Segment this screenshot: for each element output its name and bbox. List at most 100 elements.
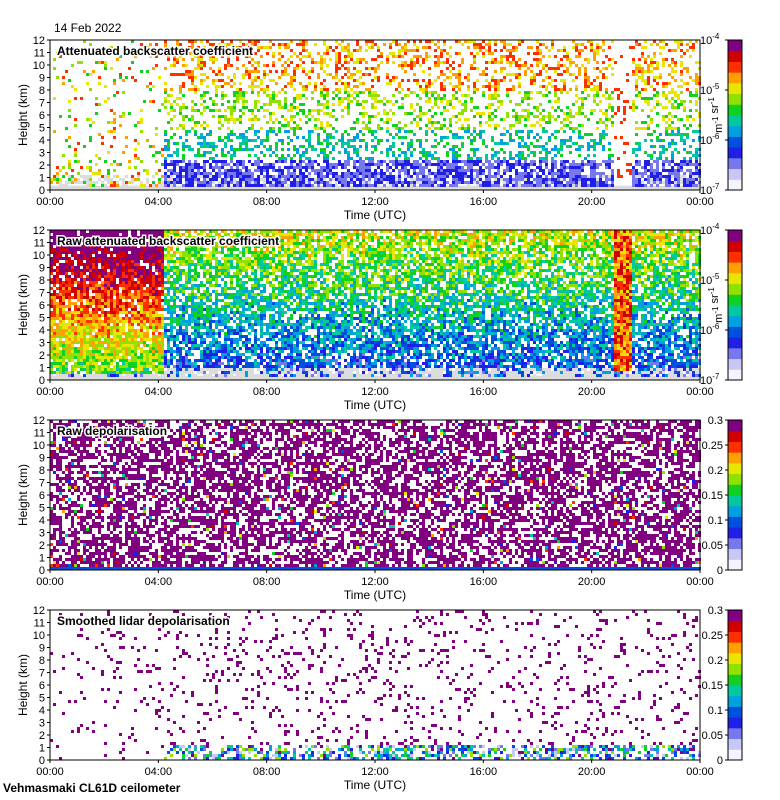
- pixel: [131, 181, 134, 184]
- pixel: [191, 163, 194, 166]
- pixel: [269, 46, 272, 49]
- pixel: [251, 85, 254, 88]
- pixel: [419, 157, 422, 160]
- pixel: [341, 181, 344, 184]
- pixel: [296, 136, 299, 139]
- pixel: [401, 46, 404, 49]
- pixel: [152, 175, 155, 178]
- pixel: [257, 118, 260, 121]
- pixel: [350, 88, 353, 91]
- pixel: [377, 166, 380, 169]
- pixel: [320, 58, 323, 61]
- pixel: [404, 61, 407, 64]
- pixel: [203, 94, 206, 97]
- pixel: [317, 76, 320, 79]
- pixel: [161, 181, 164, 184]
- pixel: [248, 184, 251, 187]
- pixel: [413, 160, 416, 163]
- pixel: [398, 130, 401, 133]
- pixel: [86, 166, 89, 169]
- pixel: [239, 145, 242, 148]
- pixel: [395, 181, 398, 184]
- pixel: [326, 106, 329, 109]
- pixel: [266, 121, 269, 124]
- pixel: [128, 166, 131, 169]
- pixel: [347, 160, 350, 163]
- pixel: [200, 112, 203, 115]
- pixel: [389, 82, 392, 85]
- pixel: [329, 163, 332, 166]
- pixel: [347, 46, 350, 49]
- pixel: [245, 172, 248, 175]
- pixel: [224, 67, 227, 70]
- pixel: [164, 88, 167, 91]
- pixel: [380, 118, 383, 121]
- pixel: [224, 160, 227, 163]
- pixel: [233, 100, 236, 103]
- pixel: [155, 64, 158, 67]
- pixel: [302, 112, 305, 115]
- pixel: [362, 178, 365, 181]
- pixel: [167, 181, 170, 184]
- pixel: [296, 166, 299, 169]
- pixel: [368, 73, 371, 76]
- pixel: [398, 55, 401, 58]
- pixel: [371, 172, 374, 175]
- pixel: [98, 76, 101, 79]
- pixel: [290, 76, 293, 79]
- pixel: [221, 139, 224, 142]
- pixel: [341, 115, 344, 118]
- pixel: [245, 184, 248, 187]
- pixel: [392, 79, 395, 82]
- pixel: [287, 178, 290, 181]
- pixel: [368, 121, 371, 124]
- pixel: [380, 127, 383, 130]
- pixel: [401, 79, 404, 82]
- pixel: [230, 172, 233, 175]
- pixel: [188, 175, 191, 178]
- pixel: [371, 151, 374, 154]
- pixel: [68, 166, 71, 169]
- pixel: [77, 172, 80, 175]
- pixel: [224, 163, 227, 166]
- pixel: [128, 112, 131, 115]
- pixel: [221, 166, 224, 169]
- pixel: [95, 172, 98, 175]
- pixel: [347, 109, 350, 112]
- pixel: [188, 166, 191, 169]
- pixel: [251, 88, 254, 91]
- plot-area: [50, 40, 701, 190]
- pixel: [215, 103, 218, 106]
- pixel: [182, 148, 185, 151]
- pixel: [113, 184, 116, 187]
- pixel: [413, 73, 416, 76]
- pixel: [245, 130, 248, 133]
- pixel: [209, 67, 212, 70]
- pixel: [173, 169, 176, 172]
- pixel: [251, 127, 254, 130]
- pixel: [212, 145, 215, 148]
- pixel: [221, 163, 224, 166]
- pixel: [80, 175, 83, 178]
- pixel: [185, 70, 188, 73]
- pixel: [320, 127, 323, 130]
- pixel: [272, 79, 275, 82]
- pixel: [200, 145, 203, 148]
- pixel: [263, 73, 266, 76]
- pixel: [245, 178, 248, 181]
- pixel: [194, 109, 197, 112]
- pixel: [194, 88, 197, 91]
- pixel: [362, 106, 365, 109]
- pixel: [170, 118, 173, 121]
- pixel: [125, 76, 128, 79]
- pixel: [68, 100, 71, 103]
- pixel: [404, 175, 407, 178]
- pixel: [263, 163, 266, 166]
- pixel: [419, 184, 422, 187]
- pixel: [299, 169, 302, 172]
- pixel: [224, 64, 227, 67]
- pixel: [95, 61, 98, 64]
- pixel: [308, 175, 311, 178]
- pixel: [191, 82, 194, 85]
- pixel: [83, 175, 86, 178]
